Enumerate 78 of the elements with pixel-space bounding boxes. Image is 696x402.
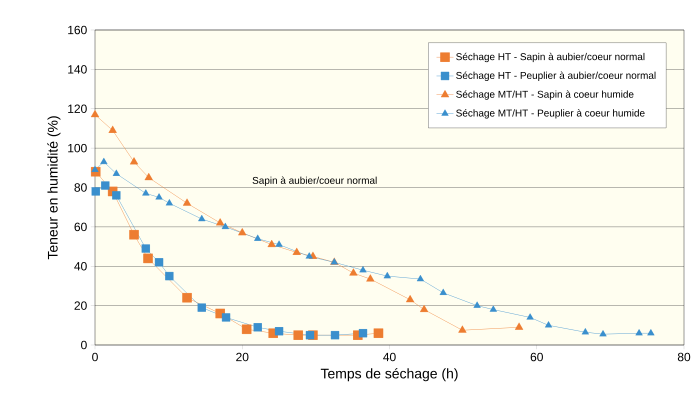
point — [330, 330, 340, 340]
point — [143, 254, 153, 264]
point — [182, 198, 192, 206]
y-tick-label: 100 — [68, 144, 87, 152]
point — [198, 303, 206, 312]
x-tick-label: 80 — [678, 352, 690, 362]
point — [473, 301, 481, 308]
point — [91, 166, 99, 172]
y-tick-label: 20 — [74, 301, 87, 310]
x-tick-label: 60 — [530, 352, 543, 362]
point — [293, 330, 303, 340]
point — [90, 110, 100, 118]
point — [490, 305, 497, 312]
point — [526, 313, 534, 320]
x-tick-label: 40 — [383, 352, 396, 362]
point — [112, 191, 121, 200]
legend-label: Séchage HT - Sapin à aubier/coeur normal — [456, 52, 644, 62]
point — [458, 325, 467, 333]
y-tick-label: 160 — [68, 26, 87, 34]
point — [599, 330, 607, 336]
point — [306, 252, 313, 259]
point — [182, 292, 192, 303]
point — [582, 328, 589, 334]
point — [647, 329, 655, 336]
point — [275, 240, 283, 247]
point — [254, 234, 262, 241]
point — [635, 329, 643, 336]
y-tick-label: 40 — [74, 262, 87, 270]
point — [108, 126, 117, 133]
point — [416, 274, 424, 282]
y-tick-label: 140 — [68, 65, 87, 74]
point — [216, 218, 224, 226]
y-tick-label: 0 — [81, 340, 87, 350]
point — [129, 230, 139, 240]
point — [514, 322, 524, 330]
point — [144, 172, 153, 180]
point — [154, 258, 164, 266]
y-axis-title: Teneur en humidité (%) — [47, 116, 60, 260]
point — [374, 328, 384, 338]
point — [366, 274, 375, 282]
y-tick-label: 80 — [74, 183, 87, 192]
point — [268, 240, 276, 248]
point — [130, 157, 138, 164]
annotation: Sapin à aubier/coeur normal — [252, 176, 377, 186]
y-tick-label: 120 — [68, 104, 87, 113]
point — [112, 170, 120, 176]
point — [359, 266, 367, 272]
point — [420, 304, 428, 312]
x-tick-label: 20 — [236, 352, 248, 362]
point — [384, 272, 391, 278]
point — [274, 327, 284, 336]
point — [222, 222, 229, 230]
legend-label: Séchage HT - Peuplier à aubier/coeur normal — [456, 72, 656, 81]
x-axis-title: Temps de séchage (h) — [320, 368, 458, 382]
point — [242, 324, 252, 334]
point — [238, 228, 246, 236]
point — [349, 268, 358, 276]
point — [100, 158, 108, 164]
point — [198, 214, 206, 222]
point — [292, 248, 301, 255]
point — [406, 294, 414, 302]
point — [254, 323, 262, 332]
legend-label: Séchage MT/HT - Peuplier à coeur humide — [456, 109, 645, 119]
point — [92, 187, 100, 196]
point — [544, 321, 552, 328]
point — [166, 199, 174, 206]
point — [165, 272, 174, 280]
point — [440, 288, 447, 296]
point — [222, 313, 230, 322]
x-tick-label: 0 — [92, 352, 98, 362]
point — [155, 193, 163, 200]
y-tick-label: 60 — [74, 222, 87, 232]
point — [358, 329, 368, 338]
point — [142, 189, 150, 196]
legend-label: Séchage MT/HT - Sapin à coeur humide — [456, 90, 634, 100]
point — [101, 181, 110, 190]
point — [142, 244, 150, 253]
point — [306, 330, 314, 340]
